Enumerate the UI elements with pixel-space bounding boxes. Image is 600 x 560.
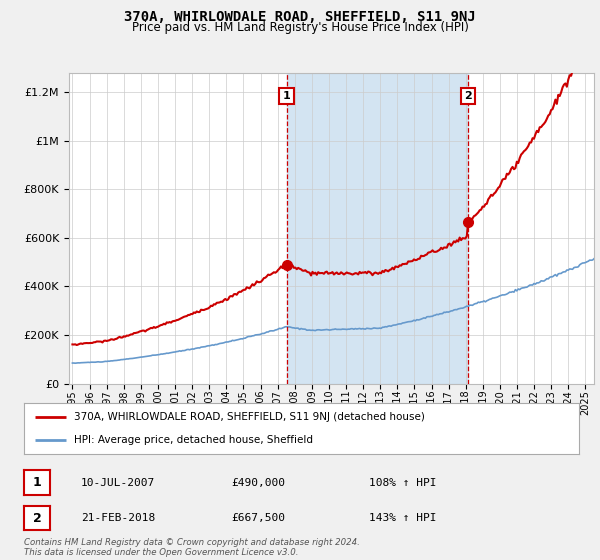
Text: 143% ↑ HPI: 143% ↑ HPI [369, 513, 437, 523]
Text: 2: 2 [464, 91, 472, 101]
Text: Price paid vs. HM Land Registry's House Price Index (HPI): Price paid vs. HM Land Registry's House … [131, 21, 469, 34]
Text: 108% ↑ HPI: 108% ↑ HPI [369, 478, 437, 488]
Text: Contains HM Land Registry data © Crown copyright and database right 2024.
This d: Contains HM Land Registry data © Crown c… [24, 538, 360, 557]
Text: 10-JUL-2007: 10-JUL-2007 [81, 478, 155, 488]
Text: £667,500: £667,500 [231, 513, 285, 523]
Text: 370A, WHIRLOWDALE ROAD, SHEFFIELD, S11 9NJ: 370A, WHIRLOWDALE ROAD, SHEFFIELD, S11 9… [124, 10, 476, 24]
Text: 2: 2 [33, 511, 41, 525]
Text: 1: 1 [33, 476, 41, 489]
Text: £490,000: £490,000 [231, 478, 285, 488]
Text: 1: 1 [283, 91, 290, 101]
Text: HPI: Average price, detached house, Sheffield: HPI: Average price, detached house, Shef… [74, 435, 313, 445]
Text: 370A, WHIRLOWDALE ROAD, SHEFFIELD, S11 9NJ (detached house): 370A, WHIRLOWDALE ROAD, SHEFFIELD, S11 9… [74, 412, 425, 422]
Text: 21-FEB-2018: 21-FEB-2018 [81, 513, 155, 523]
Bar [287, 73, 468, 384]
